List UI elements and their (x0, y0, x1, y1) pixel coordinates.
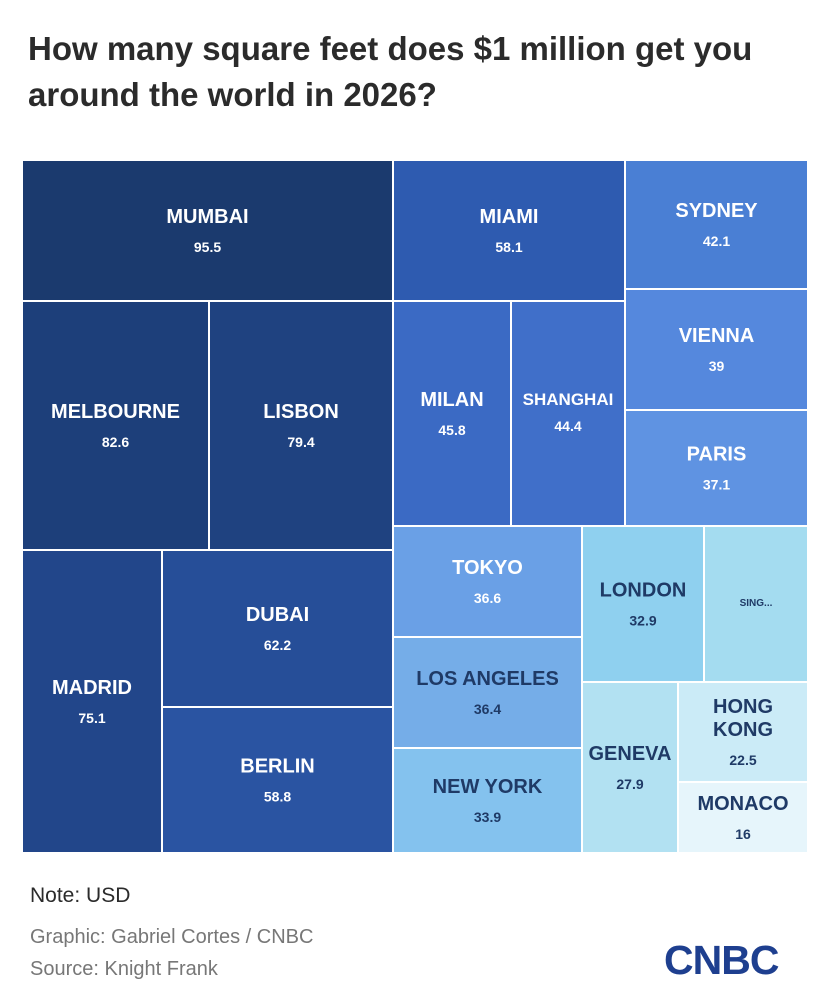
treemap-rect (624, 159, 809, 290)
treemap-value: 33.9 (474, 809, 501, 825)
cnbc-logo-text: CNBC (664, 937, 779, 980)
treemap-label: MONACO (697, 793, 788, 815)
treemap-rect (624, 288, 809, 411)
treemap-label: TOKYO (452, 557, 523, 579)
chart-title: How many square feet does $1 million get… (28, 30, 753, 113)
treemap-label: DUBAI (246, 604, 309, 626)
note-text: Note: USD (30, 884, 131, 907)
treemap-cell-lisbon: LISBON 79.4 (208, 300, 394, 551)
cnbc-logo: CNBC (664, 937, 780, 980)
treemap-rect (392, 159, 626, 302)
treemap-cell-dubai: DUBAI 62.2 (161, 549, 394, 708)
treemap-rect (677, 681, 809, 783)
treemap-value: 45.8 (438, 422, 465, 438)
treemap-rect (624, 409, 809, 527)
treemap-cell-london: LONDON 32.9 (581, 525, 705, 683)
treemap-cell-mumbai: MUMBAI 95.5 (21, 159, 394, 302)
treemap-label: MIAMI (480, 206, 539, 228)
treemap-value: 39 (709, 358, 725, 374)
treemap-label: BERLIN (240, 756, 314, 778)
treemap-label: MUMBAI (166, 206, 248, 228)
treemap-label: VIENNA (679, 325, 755, 347)
treemap-cell-sing: SING... (703, 525, 809, 683)
treemap-label: MADRID (52, 677, 132, 699)
treemap-value: 36.6 (474, 590, 501, 606)
treemap-cell-geneva: GENEVA 27.9 (581, 681, 679, 854)
treemap-rect (161, 706, 394, 854)
treemap-value: 44.4 (554, 418, 581, 434)
treemap-value: 42.1 (703, 233, 730, 249)
treemap-cell-miami: MIAMI 58.1 (392, 159, 626, 302)
treemap-label: SYDNEY (675, 200, 758, 222)
treemap-label: LONDON (600, 580, 687, 602)
treemap-value: 58.8 (264, 789, 291, 805)
treemap-label: MILAN (420, 389, 483, 411)
treemap-cell-monaco: MONACO 16 (677, 781, 809, 854)
treemap-value: 27.9 (616, 776, 643, 792)
treemap-value: 22.5 (729, 752, 756, 768)
treemap-label: KONG (713, 719, 773, 741)
treemap-rect (21, 300, 210, 551)
treemap-cell-shanghai: SHANGHAI 44.4 (510, 300, 626, 527)
treemap-rect (21, 549, 163, 854)
treemap-rect (510, 300, 626, 527)
treemap-cell-melbourne: MELBOURNE 82.6 (21, 300, 210, 551)
treemap-rect (677, 781, 809, 854)
treemap-value: 62.2 (264, 637, 291, 653)
treemap-label: PARIS (687, 444, 747, 466)
treemap-rect (161, 549, 394, 708)
treemap-rect (392, 636, 583, 749)
treemap-label: SING... (740, 598, 773, 609)
treemap-value: 32.9 (629, 613, 656, 629)
treemap-rect (392, 300, 512, 527)
treemap-label: LOS ANGELES (416, 668, 559, 690)
treemap-label: MELBOURNE (51, 401, 180, 423)
treemap-label: SHANGHAI (523, 390, 614, 409)
treemap-chart: MUMBAI 95.5 MELBOURNE 82.6 LISBON 79.4 MADRID 7… (21, 159, 809, 854)
treemap-cell-los-angeles: LOS ANGELES 36.4 (392, 636, 583, 749)
treemap-cell-madrid: MADRID 75.1 (21, 549, 163, 854)
treemap-rect (392, 747, 583, 854)
treemap-cell-tokyo: TOKYO 36.6 (392, 525, 583, 638)
treemap-value: 79.4 (287, 434, 314, 450)
treemap-label: GENEVA (589, 743, 672, 765)
treemap-value: 95.5 (194, 239, 221, 255)
treemap-cell-paris: PARIS 37.1 (624, 409, 809, 527)
treemap-rect (21, 159, 394, 302)
treemap-value: 16 (735, 826, 751, 842)
treemap-cell-new-york: NEW YORK 33.9 (392, 747, 583, 854)
treemap-label: HONG (713, 696, 773, 718)
treemap-value: 82.6 (102, 434, 129, 450)
treemap-cell-milan: MILAN 45.8 (392, 300, 512, 527)
treemap-value: 58.1 (495, 239, 522, 255)
treemap-rect (581, 681, 679, 854)
treemap-cell-vienna: VIENNA 39 (624, 288, 809, 411)
graphic-credit: Graphic: Gabriel Cortes / CNBC (30, 926, 314, 948)
treemap-rect (581, 525, 705, 683)
treemap-value: 75.1 (78, 710, 105, 726)
treemap-cell-berlin: BERLIN 58.8 (161, 706, 394, 854)
treemap-cell-sydney: SYDNEY 42.1 (624, 159, 809, 290)
source-credit: Source: Knight Frank (30, 958, 218, 980)
treemap-label: LISBON (263, 401, 339, 423)
treemap-rect (208, 300, 394, 551)
treemap-rect (392, 525, 583, 638)
treemap-label: NEW YORK (433, 776, 543, 798)
treemap-value: 36.4 (474, 701, 501, 717)
treemap-value: 37.1 (703, 477, 730, 493)
